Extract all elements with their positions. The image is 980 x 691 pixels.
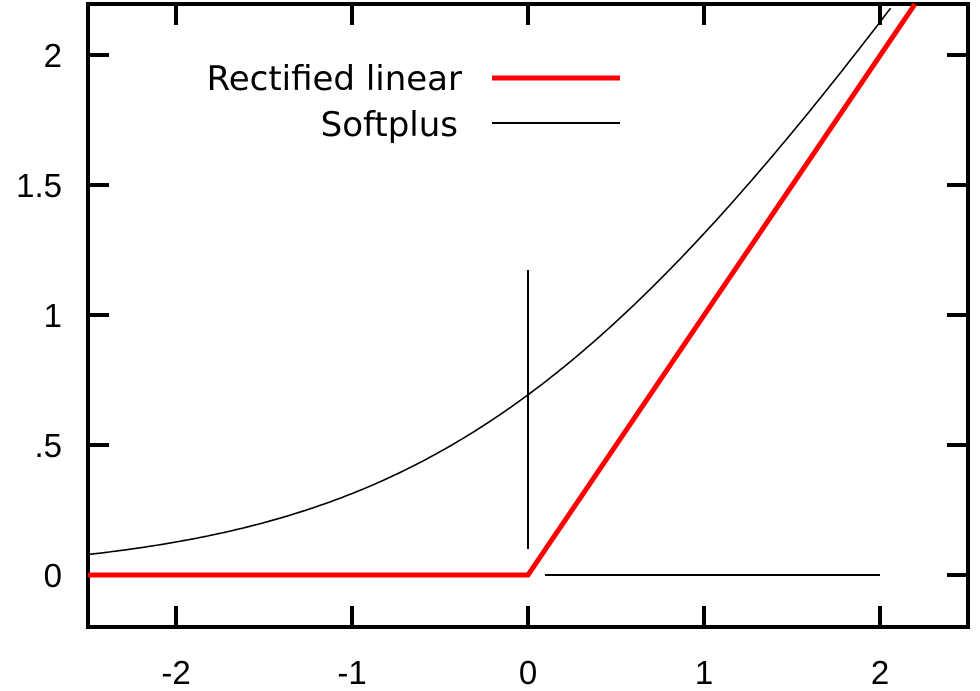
legend-label-softplus: Softplus	[321, 105, 458, 145]
y-tick-label: 1	[44, 297, 62, 334]
legend: Rectified linear Softplus	[207, 59, 620, 145]
x-tick-label: 2	[871, 654, 889, 691]
y-tick-labels: 0 .5 1 1.5 2	[16, 37, 62, 594]
softplus-curve	[87, 7, 892, 556]
x-tick-label: -1	[337, 654, 366, 691]
x-tick-labels: -2 -1 0 1 2	[161, 654, 889, 691]
y-tick-label: 0	[44, 557, 62, 594]
y-tick-label: 1.5	[16, 167, 62, 204]
y-tick-label: .5	[34, 427, 62, 464]
legend-label-rectified-linear: Rectified linear	[207, 59, 462, 99]
y-ticks	[88, 53, 968, 577]
rectified-linear-line	[88, 2, 918, 578]
y-tick-label: 2	[44, 37, 62, 74]
x-tick-label: -2	[161, 654, 190, 691]
x-tick-label: 1	[695, 654, 713, 691]
x-tick-label: 0	[519, 654, 537, 691]
